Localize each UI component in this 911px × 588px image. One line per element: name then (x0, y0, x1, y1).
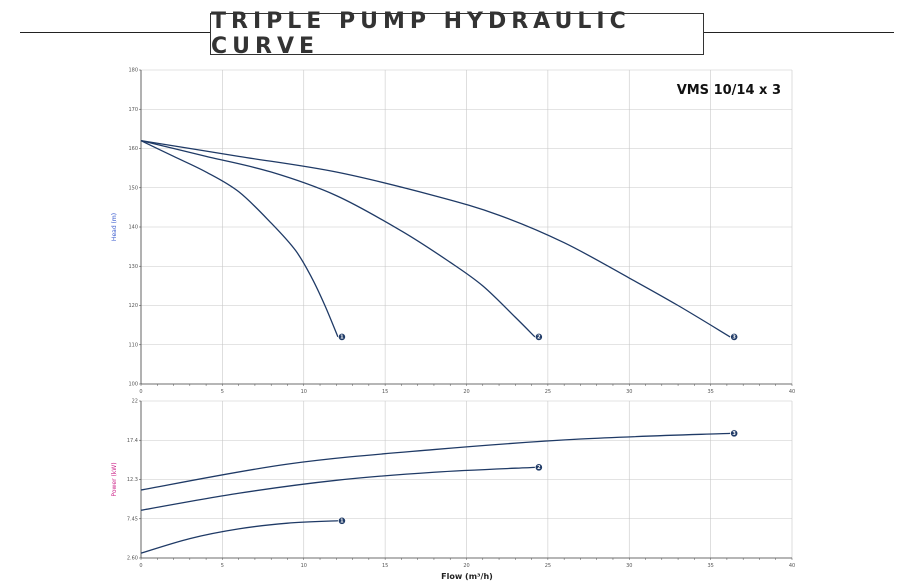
x-tick-label: 15 (382, 389, 388, 395)
x-tick-label: 25 (545, 563, 551, 569)
y-tick-label: 180 (128, 68, 138, 74)
x-tick-label: 30 (626, 389, 632, 395)
curve-series-3 (140, 140, 731, 338)
curve-series-2 (140, 466, 535, 511)
x-tick-label: 35 (707, 389, 713, 395)
x-tick-label: 5 (221, 563, 224, 569)
curve-marker-2 (534, 463, 543, 472)
x-tick-label: 25 (545, 389, 551, 395)
y-tick-label: 170 (128, 107, 138, 113)
y-tick-label: 110 (128, 342, 138, 348)
curve-series-2 (140, 140, 536, 338)
y-axis-title: Head (m) (111, 213, 118, 241)
page-title: TRIPLE PUMP HYDRAULIC CURVE (211, 9, 631, 59)
curve-marker-label: 2 (537, 335, 541, 341)
x-tick-label: 35 (707, 563, 713, 569)
curve-marker-label: 2 (537, 465, 541, 471)
header-rule-right (704, 32, 894, 33)
x-tick-label: 20 (463, 389, 469, 395)
model-label: VMS 10/14 x 3 (677, 83, 781, 98)
curve-marker-3 (730, 429, 739, 438)
y-tick-label: 100 (128, 382, 138, 388)
x-tick-label: 40 (789, 389, 795, 395)
x-tick-label: 0 (139, 389, 142, 395)
y-tick-label: 140 (128, 225, 138, 231)
header: TRIPLE PUMP HYDRAULIC CURVE (0, 0, 911, 60)
curve-marker-label: 1 (340, 519, 344, 525)
y-axis-title: Power (kW) (111, 462, 118, 496)
y-tick-label: 160 (128, 146, 138, 152)
title-box: TRIPLE PUMP HYDRAULIC CURVE (210, 9, 704, 59)
x-tick-label: 20 (463, 563, 469, 569)
curve-marker-label: 3 (732, 431, 736, 437)
x-tick-label: 40 (789, 563, 795, 569)
y-tick-label: 120 (128, 303, 138, 309)
y-tick-label: 12.3 (127, 477, 138, 483)
y-tick-label: 150 (128, 185, 138, 191)
y-tick-label: 17.4 (127, 438, 138, 444)
curve-marker-label: 1 (340, 335, 344, 341)
y-tick-label: 7.45 (127, 516, 138, 522)
curve-marker-1 (338, 516, 346, 525)
power-chart: 2.60 7.45 12.3 17.4 22 0 5 10 15 20 25 30 35 40 Power … (111, 399, 795, 582)
x-tick-label: 10 (301, 563, 307, 569)
curve-marker-2 (534, 332, 543, 341)
curve-series-3 (140, 432, 731, 491)
curve-marker-1 (338, 332, 346, 341)
x-tick-label: 5 (221, 389, 224, 395)
header-rule-left (20, 32, 210, 33)
curve-marker-label: 3 (732, 335, 736, 341)
curve-series-1 (140, 140, 339, 338)
y-tick-label: 2.60 (127, 556, 138, 562)
x-axis-title: Flow (m³/h) (441, 572, 493, 581)
y-tick-label: 22 (132, 399, 138, 405)
x-tick-label: 10 (301, 389, 307, 395)
x-tick-label: 0 (139, 563, 142, 569)
curve-series-1 (140, 520, 338, 554)
y-tick-label: 130 (128, 264, 138, 270)
x-tick-label: 30 (626, 563, 632, 569)
curve-marker-3 (730, 332, 739, 341)
x-tick-label: 15 (382, 563, 388, 569)
